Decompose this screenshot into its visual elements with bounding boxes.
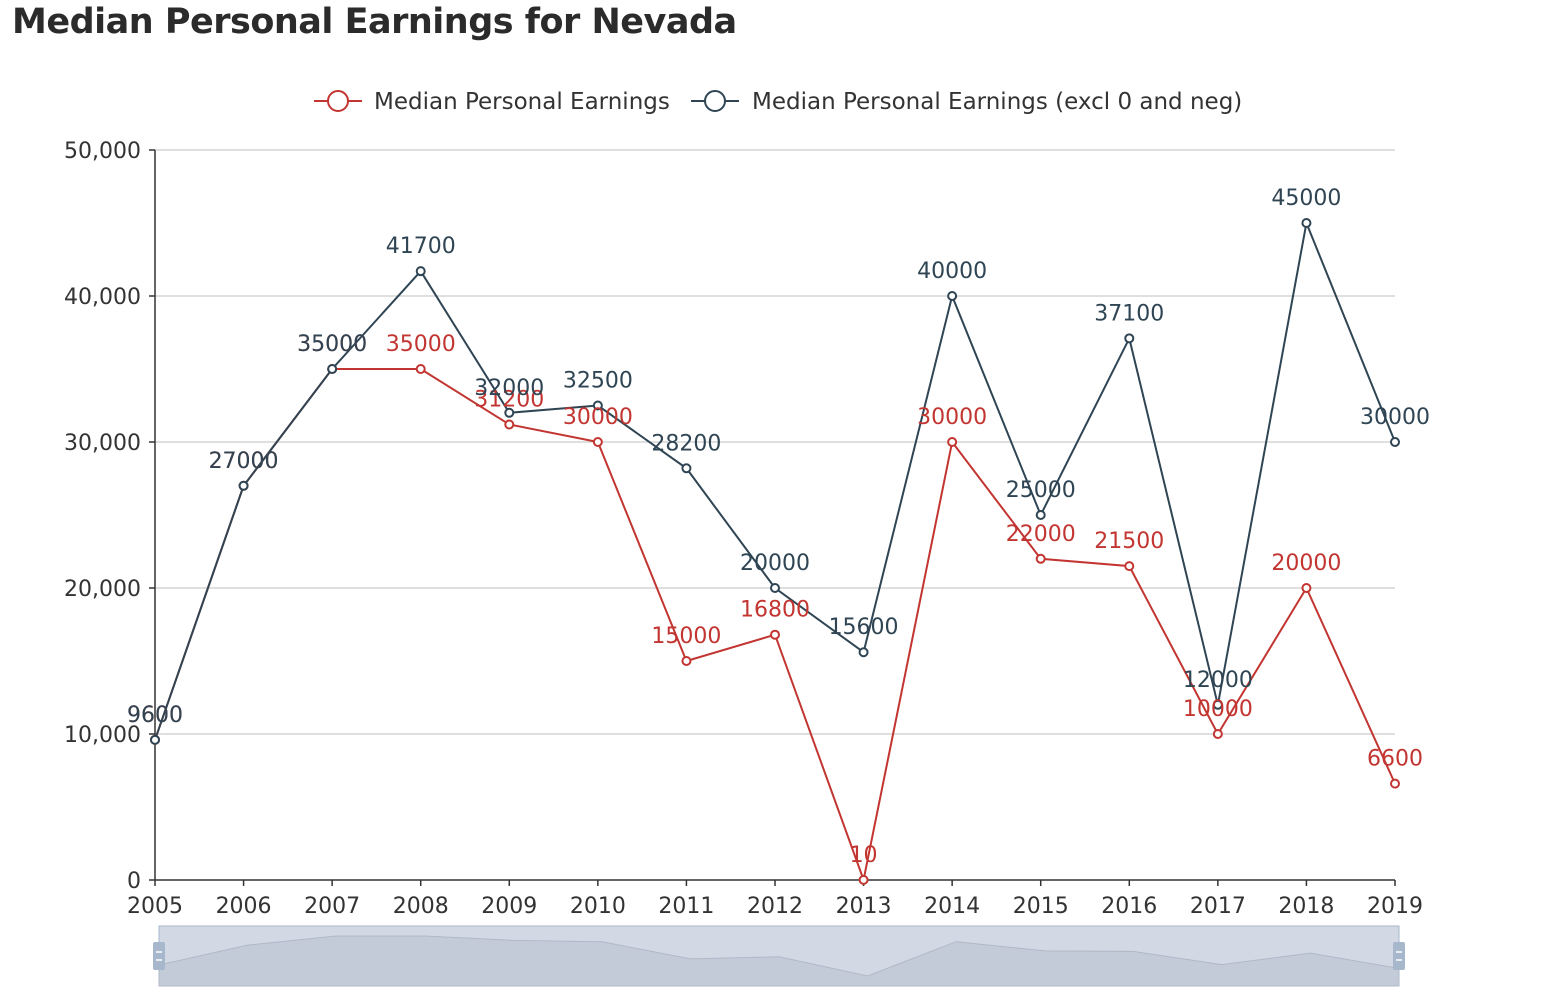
data-label: 35000 (297, 332, 367, 357)
x-tick-label: 2011 (658, 894, 714, 919)
x-tick-label: 2010 (570, 894, 626, 919)
data-label: 20000 (1271, 551, 1341, 576)
data-label: 41700 (386, 234, 456, 259)
data-point[interactable] (592, 437, 603, 447)
data-point[interactable] (415, 364, 426, 374)
axes: 0 10,000 20,000 30,000 40,000 50,000 2005 2006 2… (64, 139, 1423, 919)
zoom-handle-right[interactable] (1393, 942, 1405, 970)
data-point[interactable] (150, 734, 160, 745)
y-tick-label: 30,000 (64, 431, 141, 456)
series-line (154, 219, 1396, 741)
data-point[interactable] (1124, 561, 1135, 572)
data-point[interactable] (681, 656, 692, 666)
data-label: 30000 (1360, 405, 1430, 430)
y-tick-label: 40,000 (64, 285, 141, 310)
data-label: 35000 (297, 332, 367, 357)
data-label: 15000 (651, 624, 721, 649)
data-label: 10000 (1183, 697, 1253, 722)
data-label: 30000 (917, 405, 987, 430)
legend-marker (704, 90, 726, 112)
x-tick-label: 2013 (836, 894, 892, 919)
grid-lines (155, 149, 1395, 735)
data-label: 20000 (740, 551, 810, 576)
x-tick-label: 2005 (127, 894, 183, 919)
data-label: 40000 (917, 259, 987, 284)
x-tick-label: 2009 (481, 894, 537, 919)
series-lines (150, 218, 1400, 885)
data-label: 31200 (474, 387, 544, 412)
data-label: 6600 (1367, 747, 1423, 772)
data-point[interactable] (238, 480, 249, 491)
data-point[interactable] (592, 400, 603, 411)
y-tick-label: 0 (127, 869, 141, 894)
data-point[interactable] (1124, 333, 1135, 344)
x-tick-label: 2015 (1013, 894, 1069, 919)
zoom-handle-grip[interactable] (1393, 942, 1405, 970)
data-label: 21500 (1094, 529, 1164, 554)
y-tick-label: 50,000 (64, 139, 141, 164)
data-label: 37100 (1094, 301, 1164, 326)
data-point[interactable] (1301, 218, 1312, 228)
data-label: 35000 (386, 332, 456, 357)
x-tick-label: 2006 (216, 894, 272, 919)
x-tick-label: 2017 (1190, 894, 1246, 919)
zoom-shadow-area (158, 935, 1400, 987)
x-tick-label: 2018 (1278, 894, 1334, 919)
data-point[interactable] (504, 407, 515, 418)
data-label: 10 (850, 843, 878, 868)
legend-label: Median Personal Earnings (374, 89, 670, 115)
data-label: 30000 (563, 405, 633, 430)
x-tick-label: 2014 (924, 894, 980, 919)
data-label: 25000 (1006, 478, 1076, 503)
data-point[interactable] (1390, 778, 1400, 789)
data-label: 45000 (1271, 186, 1341, 211)
data-zoom-slider[interactable] (153, 925, 1405, 987)
y-tick-label: 20,000 (64, 577, 141, 602)
data-point[interactable] (1390, 437, 1400, 447)
data-point[interactable] (415, 266, 426, 277)
data-label: 32500 (563, 369, 633, 394)
zoom-handle-left[interactable] (153, 942, 165, 970)
data-label: 28200 (651, 431, 721, 456)
page-title: Median Personal Earnings for Nevada (12, 2, 737, 42)
data-label: 27000 (209, 449, 279, 474)
x-tick-label: 2008 (393, 894, 449, 919)
x-tick-label: 2016 (1101, 894, 1157, 919)
data-label: 9600 (127, 703, 183, 728)
data-point[interactable] (504, 419, 515, 430)
data-point[interactable] (1212, 729, 1223, 739)
data-point[interactable] (770, 629, 780, 640)
legend-item[interactable]: Median Personal Earnings (314, 89, 670, 115)
data-label: 16800 (740, 598, 810, 623)
data-label: 15600 (829, 615, 899, 640)
legend[interactable]: Median Personal Earnings Median Personal … (314, 89, 1242, 115)
data-label: 22000 (1006, 522, 1076, 547)
data-labels: 9600 27000 35000 35000 31200 30000 15000 16800 1… (127, 186, 1430, 868)
x-tick-label: 2012 (747, 894, 803, 919)
data-label: 27000 (209, 449, 279, 474)
x-tick-label: 2019 (1367, 894, 1423, 919)
data-point[interactable] (1301, 583, 1312, 593)
series-line (154, 368, 1396, 884)
data-point[interactable] (681, 463, 692, 474)
data-point[interactable] (1035, 510, 1046, 520)
data-label: 12000 (1183, 668, 1253, 693)
data-point[interactable] (947, 437, 958, 447)
data-point[interactable] (770, 583, 780, 593)
legend-marker (327, 90, 349, 112)
data-point[interactable] (1035, 553, 1046, 564)
legend-item[interactable]: Median Personal Earnings (excl 0 and neg… (691, 89, 1242, 115)
data-label: 32000 (474, 376, 544, 401)
y-tick-label: 10,000 (64, 723, 141, 748)
data-point[interactable] (1212, 699, 1223, 710)
zoom-handle-grip[interactable] (153, 942, 165, 970)
data-point[interactable] (947, 291, 958, 301)
data-point[interactable] (858, 874, 869, 885)
legend-label: Median Personal Earnings (excl 0 and neg… (752, 89, 1242, 115)
x-tick-label: 2007 (304, 894, 360, 919)
data-point[interactable] (327, 364, 338, 374)
data-point[interactable] (858, 647, 869, 658)
data-label: 9600 (127, 703, 183, 728)
